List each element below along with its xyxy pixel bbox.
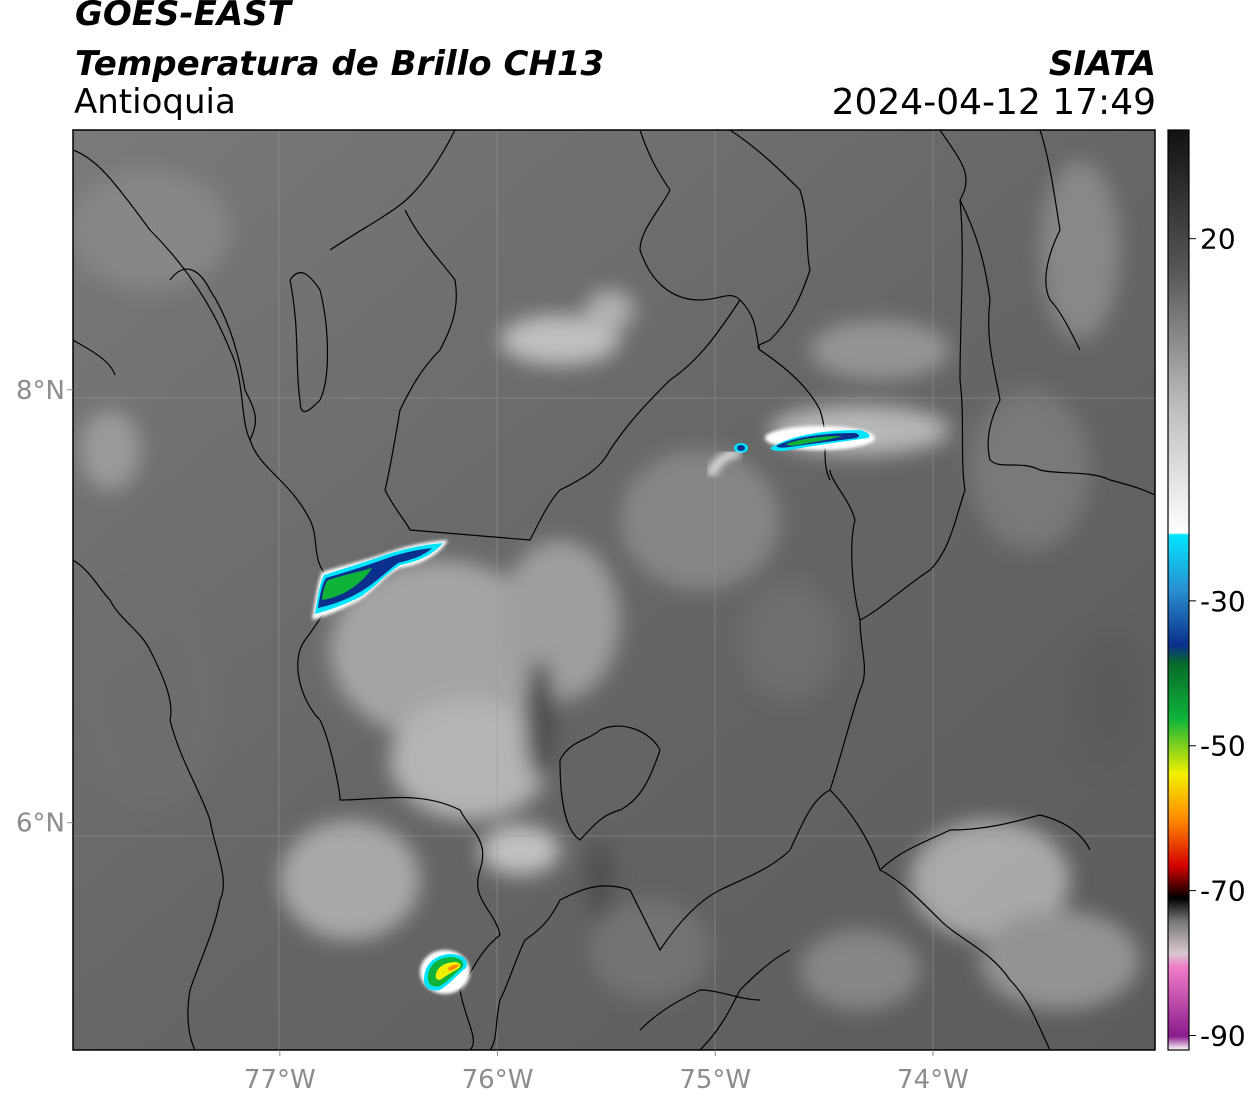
colorbar-tick-label: -70: [1200, 875, 1246, 908]
graticule: [73, 130, 1155, 1050]
lon-axis: 77°W 76°W 75°W 74°W: [244, 1050, 969, 1095]
boundaries: [73, 130, 1155, 1050]
northeast-cell: [706, 426, 875, 477]
colorbar-tick-label: -90: [1200, 1020, 1246, 1053]
urabá-cell: [312, 540, 448, 620]
colorbar-ticks: 20 -30 -50 -70 -90: [1189, 223, 1246, 1053]
colorbar-tick-label: 20: [1200, 223, 1236, 256]
datetime-label: 2024-04-12 17:49: [831, 82, 1156, 123]
colorbar-tick-label: -50: [1200, 730, 1246, 763]
lon-tick-label: 76°W: [462, 1065, 534, 1095]
region-subtitle: Antioquia: [74, 82, 236, 122]
south-cell: [420, 950, 470, 994]
lat-tick-label: 6°N: [16, 809, 65, 839]
lon-tick-label: 74°W: [897, 1065, 969, 1095]
map-frame: [72, 129, 1156, 1051]
map-field: [73, 130, 1155, 1050]
lon-tick-label: 77°W: [244, 1065, 316, 1095]
colorbar-ramp: [1168, 130, 1189, 1050]
lat-axis: 8°N 6°N: [16, 376, 73, 839]
lon-tick-label: 75°W: [679, 1065, 751, 1095]
satellite-title: GOES-EAST: [75, 0, 291, 34]
agency-label: SIATA: [1048, 44, 1156, 84]
product-title: Temperatura de Brillo CH13: [75, 44, 605, 84]
colorbar-frame: [1167, 129, 1190, 1051]
cloud-texture: [73, 160, 1150, 1010]
colorbar-tick-label: -30: [1200, 585, 1246, 618]
lat-tick-label: 8°N: [16, 376, 65, 406]
colorbar: 20 -30 -50 -70 -90: [1167, 129, 1246, 1053]
